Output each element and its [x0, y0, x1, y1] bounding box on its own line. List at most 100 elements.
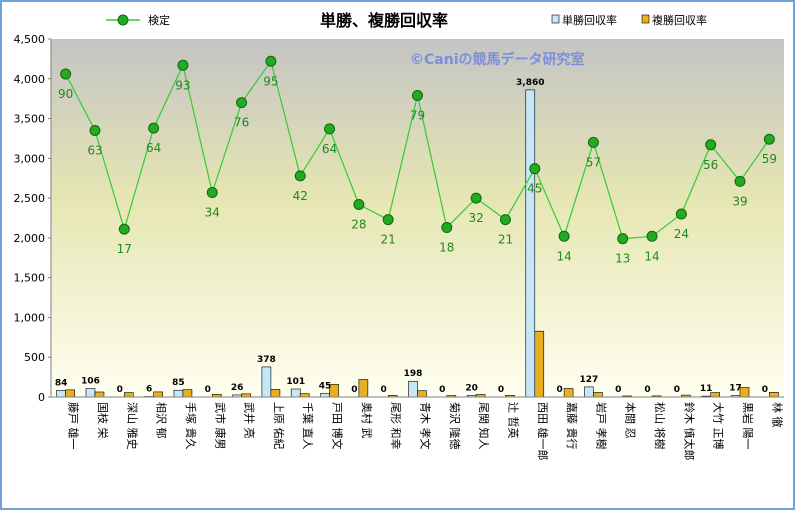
bar-tansho [56, 390, 66, 398]
line-point-label: 17 [117, 242, 132, 256]
bar-value-label: 85 [172, 378, 185, 388]
bar-value-label: 6 [146, 385, 152, 395]
bar-fukusho [417, 390, 427, 398]
x-category-label: 千葉 直人 [301, 402, 315, 450]
line-point-label: 32 [468, 211, 483, 225]
bar-fukusho [358, 379, 369, 398]
x-category-label: 深山 雅史 [125, 402, 139, 450]
bar-value-label: 198 [404, 369, 423, 379]
x-category-label: 奥村 武 [360, 402, 374, 439]
line-point-label: 64 [146, 141, 161, 155]
x-category-label: 尾関 知人 [477, 402, 491, 450]
bar-value-label: 11 [700, 384, 713, 394]
bar-tansho [525, 89, 536, 398]
x-category-label: 黒岩 陽一 [741, 402, 755, 450]
bar-value-label: 0 [615, 385, 621, 395]
line-point [499, 214, 511, 226]
line-point-label: 64 [322, 142, 337, 156]
bar-value-label: 127 [580, 375, 599, 385]
line-point [441, 222, 453, 234]
line-point-label: 63 [87, 143, 102, 157]
line-point-label: 76 [234, 116, 249, 130]
bar-value-label: 0 [381, 385, 387, 395]
bar-value-label: 0 [498, 385, 504, 395]
line-point-label: 14 [556, 249, 571, 263]
legend-bar2-label: 複勝回収率 [652, 13, 707, 27]
bar-value-label: 17 [729, 384, 742, 394]
bar-value-label: 20 [465, 383, 478, 393]
bar-value-label: 378 [257, 355, 276, 365]
line-point-label: 13 [615, 252, 630, 266]
legend-bar2-swatch [641, 14, 650, 24]
line-point [148, 122, 160, 134]
bar-value-label: 0 [205, 385, 211, 395]
x-category-label: 辻 哲英 [506, 402, 520, 438]
x-category-label: 嘉藤 貴行 [565, 402, 579, 450]
line-point [646, 230, 658, 242]
y-tick-label: 2,500 [14, 192, 46, 205]
line-point-label: 57 [586, 155, 601, 169]
line-point [529, 163, 541, 175]
line-point [705, 139, 717, 151]
y-tick-label: 4,500 [14, 33, 46, 46]
bar-value-label: 26 [231, 383, 244, 393]
bar-value-label: 0 [556, 385, 562, 395]
x-category-label: 上原 佑紀 [272, 402, 286, 450]
x-category-label: 鈴木 慎太郎 [682, 402, 696, 461]
watermark: ©Caniの競馬データ研究室 [410, 51, 585, 68]
line-point [675, 208, 687, 220]
line-point-label: 24 [674, 227, 689, 241]
y-tick-label: 1,000 [14, 311, 46, 324]
y-tick-label: 3,000 [14, 152, 46, 165]
x-category-label: 大竹 正博 [712, 402, 726, 450]
legend: 検定 単勝回収率 複勝回収率 [106, 13, 707, 27]
bar-fukusho [65, 389, 75, 398]
bar-fukusho [153, 391, 163, 398]
bar-fukusho [593, 392, 603, 398]
bar-value-label: 0 [439, 385, 445, 395]
line-point [617, 233, 629, 245]
legend-line-label: 検定 [148, 13, 170, 27]
x-category-label: 林 徹 [770, 402, 784, 428]
line-point-label: 14 [644, 249, 659, 263]
x-category-label: 藤戸 雄一 [67, 402, 81, 450]
line-point-label: 21 [381, 233, 396, 247]
bar-fukusho [563, 388, 574, 398]
line-point [265, 55, 277, 67]
line-point [206, 187, 218, 199]
x-category-label: 戸田 博文 [331, 402, 345, 450]
x-category-label: 青木 孝文 [419, 402, 433, 450]
x-category-label: 相沢 郁 [155, 402, 169, 439]
bar-tansho [320, 393, 330, 398]
y-tick-label: 1,500 [14, 272, 46, 285]
y-tick-label: 0 [38, 391, 45, 404]
bar-value-label: 0 [674, 385, 680, 395]
line-point-label: 42 [293, 189, 308, 203]
chart-title: 単勝、複勝回収率 [320, 11, 448, 30]
bar-value-label: 3,860 [516, 78, 544, 88]
x-category-label: 菊沢 隆徳 [448, 402, 462, 450]
bar-value-label: 0 [644, 385, 650, 395]
bar-value-label: 84 [55, 378, 68, 388]
line-point-label: 79 [410, 108, 425, 122]
line-point [177, 59, 189, 71]
line-point [236, 97, 248, 109]
bar-tansho [290, 388, 301, 398]
line-point [353, 198, 365, 210]
bar-tansho [261, 366, 272, 398]
line-point [382, 214, 394, 226]
line-point-label: 34 [205, 206, 220, 220]
bar-fukusho [182, 389, 193, 398]
line-point [587, 136, 599, 148]
bar-fukusho [124, 392, 134, 398]
x-category-label: 尾形 和幸 [389, 402, 402, 450]
line-point-label: 56 [703, 158, 718, 172]
legend-bar1-swatch [551, 14, 560, 24]
y-tick-label: 3,500 [14, 113, 46, 126]
x-category-label: 国枝 栄 [96, 402, 110, 439]
x-category-label: 手塚 貴久 [184, 402, 198, 450]
bar-fukusho [299, 393, 310, 398]
line-point-label: 90 [58, 87, 73, 101]
